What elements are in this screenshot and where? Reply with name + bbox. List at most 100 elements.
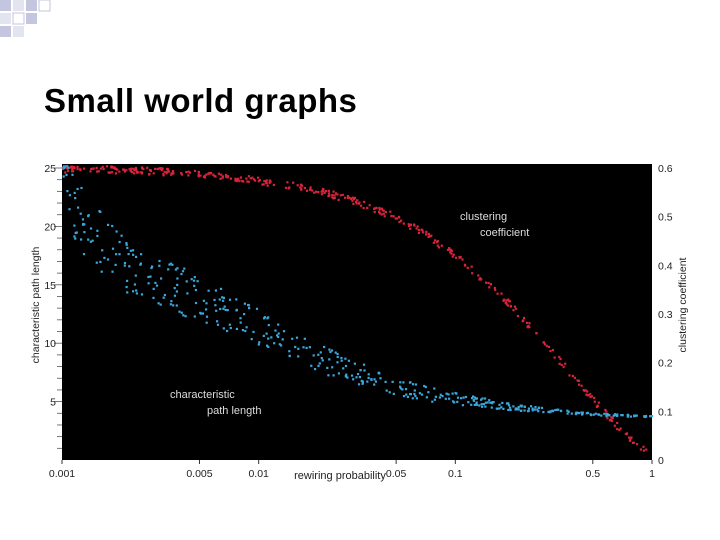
clustering-point bbox=[311, 189, 314, 192]
path-length-point bbox=[176, 277, 179, 280]
path-length-point bbox=[420, 393, 424, 396]
path-length-point bbox=[470, 403, 473, 406]
clustering-point bbox=[450, 252, 453, 255]
path-length-point bbox=[120, 234, 123, 237]
clustering-point bbox=[341, 193, 344, 196]
path-length-point bbox=[79, 212, 82, 215]
clustering-point bbox=[209, 171, 213, 175]
path-length-point bbox=[592, 413, 595, 416]
path-length-point bbox=[451, 392, 454, 395]
clustering-point bbox=[609, 418, 612, 421]
path-length-point bbox=[134, 274, 137, 277]
clustering-point bbox=[415, 227, 418, 230]
path-length-point bbox=[344, 364, 348, 368]
clustering-point bbox=[417, 228, 420, 231]
clustering-point bbox=[425, 230, 428, 233]
path-length-point bbox=[490, 406, 493, 409]
path-length-point bbox=[243, 313, 246, 316]
path-length-point bbox=[221, 296, 224, 299]
clustering-point bbox=[589, 395, 592, 399]
path-length-point bbox=[205, 308, 208, 311]
path-length-point bbox=[347, 359, 350, 362]
clustering-point bbox=[535, 332, 538, 335]
path-length-point bbox=[207, 289, 210, 292]
clustering-point bbox=[212, 173, 215, 176]
path-length-point bbox=[214, 289, 217, 292]
path-length-point bbox=[413, 392, 416, 396]
path-length-point bbox=[133, 283, 136, 286]
clustering-point bbox=[568, 374, 571, 377]
path-length-point bbox=[373, 383, 376, 386]
clustering-point bbox=[584, 389, 587, 392]
path-length-point bbox=[605, 414, 608, 417]
clustering-point bbox=[247, 175, 250, 178]
clustering-point bbox=[226, 176, 229, 179]
x-axis-label: rewiring probability bbox=[294, 470, 386, 482]
clustering-point bbox=[564, 362, 567, 365]
clustering-point bbox=[162, 172, 165, 176]
clustering-point bbox=[642, 445, 645, 448]
path-length-point bbox=[362, 363, 366, 366]
path-length-point bbox=[327, 374, 330, 377]
path-length-point bbox=[274, 329, 277, 332]
path-length-point bbox=[505, 402, 509, 405]
path-length-point bbox=[125, 285, 128, 289]
path-length-point bbox=[174, 268, 177, 271]
clustering-point bbox=[573, 376, 576, 379]
path-length-point bbox=[280, 344, 283, 347]
path-length-point bbox=[281, 338, 284, 341]
clustering-point bbox=[139, 171, 142, 174]
clustering-point bbox=[229, 177, 232, 180]
path-length-point bbox=[363, 369, 366, 372]
path-length-point bbox=[439, 393, 442, 396]
path-length-point bbox=[391, 380, 394, 383]
clustering-point bbox=[71, 167, 74, 170]
path-length-point bbox=[342, 367, 345, 370]
path-length-point bbox=[491, 402, 494, 405]
path-length-point bbox=[244, 329, 247, 333]
path-length-point bbox=[127, 253, 130, 256]
clustering-point bbox=[299, 186, 302, 189]
path-length-point bbox=[336, 352, 339, 356]
path-length-point bbox=[531, 409, 534, 412]
path-length-point bbox=[534, 406, 537, 409]
clustering-point bbox=[324, 190, 328, 193]
clustering-point bbox=[434, 239, 437, 242]
path-length-point bbox=[402, 395, 406, 398]
clustering-point bbox=[577, 379, 580, 382]
path-length-point bbox=[411, 397, 414, 400]
clustering-point bbox=[440, 244, 443, 247]
clustering-point bbox=[505, 303, 508, 306]
clustering-point bbox=[645, 448, 648, 451]
path-length-point bbox=[483, 397, 487, 400]
clustering-point bbox=[613, 424, 616, 427]
clustering-point bbox=[560, 363, 563, 366]
path-length-point bbox=[456, 396, 460, 399]
path-length-point bbox=[196, 280, 199, 283]
clustering-point bbox=[96, 170, 99, 173]
clustering-point bbox=[577, 383, 581, 386]
path-length-point bbox=[263, 317, 266, 320]
clustering-point bbox=[249, 177, 252, 180]
path-length-point bbox=[580, 411, 583, 414]
path-length-point bbox=[523, 409, 526, 412]
path-length-point bbox=[297, 355, 300, 358]
path-length-point bbox=[366, 380, 369, 383]
clustering-point bbox=[464, 264, 467, 267]
clustering-point bbox=[320, 193, 324, 196]
clustering-point bbox=[352, 202, 355, 205]
clustering-point bbox=[261, 183, 264, 186]
path-length-point bbox=[245, 326, 248, 329]
clustering-point bbox=[628, 436, 631, 439]
path-length-point bbox=[243, 302, 246, 305]
clustering-point bbox=[224, 174, 228, 177]
left-tick-label: 15 bbox=[44, 280, 56, 292]
path-length-point bbox=[257, 343, 260, 346]
path-length-point bbox=[266, 317, 269, 320]
path-length-point bbox=[471, 397, 474, 400]
path-length-point bbox=[89, 227, 93, 230]
path-length-point bbox=[574, 412, 577, 416]
path-length-point bbox=[379, 377, 382, 380]
y-axis-label-right: clustering coefficient bbox=[677, 257, 689, 352]
clustering-point bbox=[449, 251, 452, 254]
